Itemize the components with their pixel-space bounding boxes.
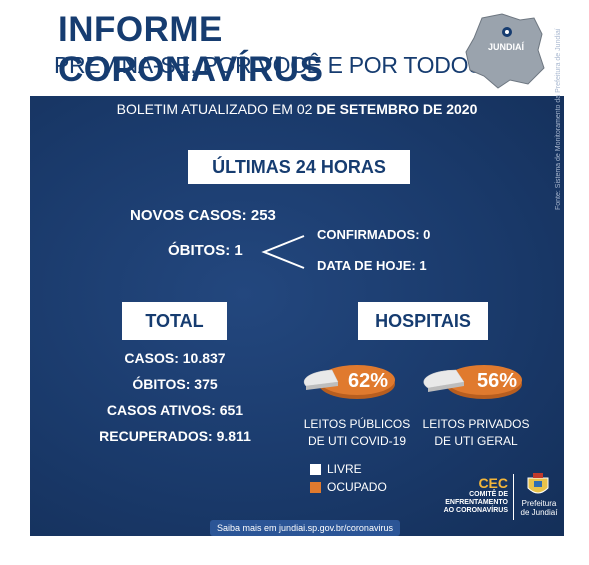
public-beds-label: LEITOS PÚBLICOS DE UTI COVID-19 — [303, 417, 411, 448]
hospitals-heading: HOSPITAIS — [358, 302, 488, 340]
deaths-24h: ÓBITOS: 1 — [168, 242, 243, 259]
footer-link[interactable]: Saiba mais em jundiai.sp.gov.br/coronavi… — [210, 520, 400, 536]
map-label: JUNDIAÍ — [488, 42, 525, 52]
private-beds-label: LEITOS PRIVADOS DE UTI GERAL — [422, 417, 530, 448]
public-beds-percent: 62% — [348, 370, 389, 392]
total-cases: CASOS: 10.837 — [124, 350, 226, 366]
last24-heading: ÚLTIMAS 24 HORAS — [188, 150, 410, 184]
new-cases: NOVOS CASOS: 253 — [130, 207, 276, 224]
public-beds-pie — [303, 365, 395, 399]
logo-divider — [513, 474, 514, 520]
today-deaths: DATA DE HOJE: 1 — [317, 258, 427, 273]
private-beds-pie — [423, 365, 522, 399]
legend-free-swatch — [310, 464, 321, 475]
bulletin-date: BOLETIM ATUALIZADO EM 02 DE SETEMBRO DE … — [116, 101, 478, 117]
header-subtitle: PREVINA-SE, POR VOCÊ E POR TODOS — [54, 52, 484, 78]
legend-occupied-swatch — [310, 482, 321, 493]
bulletin-panel: BOLETIM ATUALIZADO EM 02 DE SETEMBRO DE … — [30, 96, 564, 536]
source-note: Fonte: Sistema de Monitoramento da Prefe… — [555, 28, 562, 210]
private-beds-percent: 56% — [477, 370, 518, 392]
total-heading: TOTAL — [122, 302, 227, 340]
prefeitura-label: Prefeitura de Jundiaí — [520, 499, 558, 517]
cec-logo: CEC COMITÊ DE ENFRENTAMENTO AO CORONAVÍR… — [443, 475, 508, 515]
total-active: CASOS ATIVOS: 651 — [106, 402, 244, 418]
legend-occupied-label: OCUPADO — [327, 480, 387, 494]
confirmed-deaths: CONFIRMADOS: 0 — [317, 227, 431, 242]
total-deaths: ÓBITOS: 375 — [132, 376, 218, 392]
prefeitura-crest-icon — [527, 473, 549, 494]
total-recovered: RECUPERADOS: 9.811 — [99, 428, 251, 444]
jundiai-map-icon: JUNDIAÍ — [465, 13, 545, 89]
legend-free-label: LIVRE — [327, 462, 362, 476]
header-title: INFORME CORONAVÍRUS — [58, 10, 324, 89]
bracket-icon — [261, 235, 305, 269]
